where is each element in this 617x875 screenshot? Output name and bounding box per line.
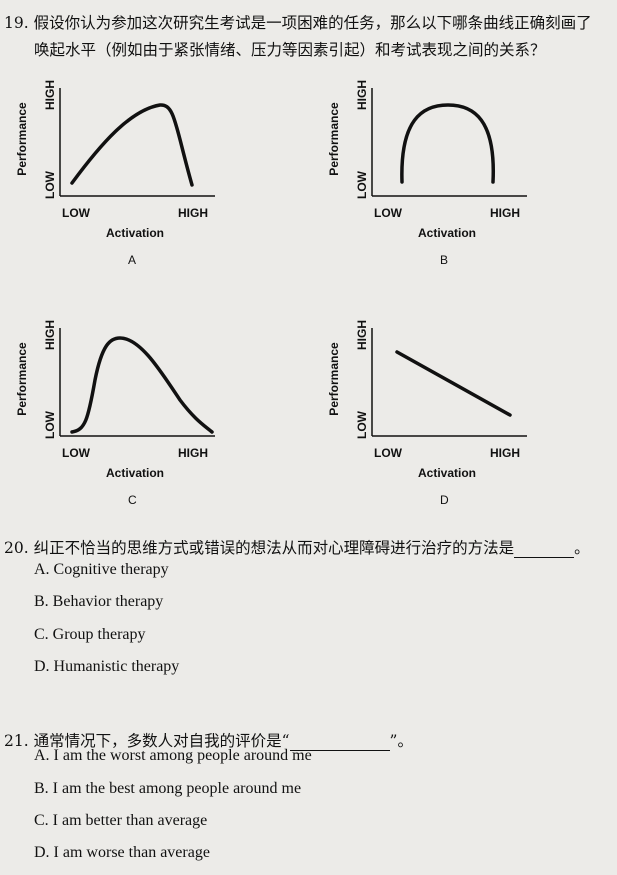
graph-plot xyxy=(59,88,215,197)
graph-a: Performance HIGH LOW LOW HIGH Activation A xyxy=(10,80,250,275)
graph-letter: D xyxy=(440,493,449,507)
graph-c: Performance HIGH LOW LOW HIGH Activation C xyxy=(10,320,250,515)
q21-blank xyxy=(289,750,390,751)
x-low-label: LOW xyxy=(62,206,90,220)
q21-option-b[interactable]: B. I am the best among people around me xyxy=(34,780,302,797)
x-high-label: HIGH xyxy=(178,446,208,460)
q19-number: 19. xyxy=(4,14,29,32)
x-axis-label: Activation xyxy=(418,226,477,240)
graph-letter: A xyxy=(128,253,137,267)
graph-letter: B xyxy=(440,253,449,267)
q19-stem-1: 假设你认为参加这次研究生考试是一项困难的任务，那么以下哪条曲线正确刻画了 xyxy=(33,14,592,32)
q21-option-d[interactable]: D. I am worse than average xyxy=(34,844,210,861)
q20-option-c[interactable]: C. Group therapy xyxy=(34,626,146,643)
curve xyxy=(395,350,512,417)
q20-blank xyxy=(514,557,575,558)
curve xyxy=(70,336,214,434)
y-low-label: LOW xyxy=(43,171,57,199)
graph-plot xyxy=(59,328,215,437)
q20-option-b[interactable]: B. Behavior therapy xyxy=(34,593,164,610)
y-low-label: LOW xyxy=(43,411,57,439)
y-high-label: HIGH xyxy=(355,80,369,110)
q20-option-d[interactable]: D. Humanistic therapy xyxy=(34,658,180,675)
q21-number: 21. xyxy=(4,732,29,750)
x-low-label: LOW xyxy=(374,206,402,220)
x-axis-label: Activation xyxy=(418,466,477,480)
y-axis-label: Performance xyxy=(327,342,341,416)
curve xyxy=(400,103,495,184)
x-axis-label: Activation xyxy=(106,466,165,480)
y-high-label: HIGH xyxy=(43,320,57,350)
graph-letter: C xyxy=(128,493,137,507)
x-high-label: HIGH xyxy=(178,206,208,220)
q21-option-a[interactable]: A. I am the worst among people around me xyxy=(34,747,312,764)
q21-text: 通常情况下，多数人对自我的评价是“ xyxy=(33,732,290,750)
graph-b: Performance HIGH LOW LOW HIGH Activation B xyxy=(322,80,562,275)
q20-stem: 20. 纠正不恰当的思维方式或错误的想法从而对心理障碍进行治疗的方法是 。 xyxy=(4,536,590,558)
y-low-label: LOW xyxy=(355,411,369,439)
y-high-label: HIGH xyxy=(355,320,369,350)
q20-number: 20. xyxy=(4,539,29,557)
curve xyxy=(70,103,194,187)
q21-stem: 21. 通常情况下，多数人对自我的评价是“ ”。 xyxy=(4,729,413,751)
x-high-label: HIGH xyxy=(490,446,520,460)
q20-end: 。 xyxy=(574,539,590,557)
q21-end: ”。 xyxy=(389,732,413,750)
x-axis-label: Activation xyxy=(106,226,165,240)
q19-line2: 唤起水平（例如由于紧张情绪、压力等因素引起）和考试表现之间的关系？ xyxy=(34,41,546,59)
y-axis-label: Performance xyxy=(327,102,341,176)
q20-text: 纠正不恰当的思维方式或错误的想法从而对心理障碍进行治疗的方法是 xyxy=(33,539,515,557)
q21-option-c[interactable]: C. I am better than average xyxy=(34,812,208,829)
y-axis-label: Performance xyxy=(15,102,29,176)
x-low-label: LOW xyxy=(62,446,90,460)
x-low-label: LOW xyxy=(374,446,402,460)
y-high-label: HIGH xyxy=(43,80,57,110)
graph-plot xyxy=(371,328,527,437)
q20-option-a[interactable]: A. Cognitive therapy xyxy=(34,561,169,578)
graph-plot xyxy=(371,88,527,197)
graph-d: Performance HIGH LOW LOW HIGH Activation D xyxy=(322,320,562,515)
x-high-label: HIGH xyxy=(490,206,520,220)
y-low-label: LOW xyxy=(355,171,369,199)
q19-line1: 19. 假设你认为参加这次研究生考试是一项困难的任务，那么以下哪条曲线正确刻画了 xyxy=(4,11,592,33)
y-axis-label: Performance xyxy=(15,342,29,416)
